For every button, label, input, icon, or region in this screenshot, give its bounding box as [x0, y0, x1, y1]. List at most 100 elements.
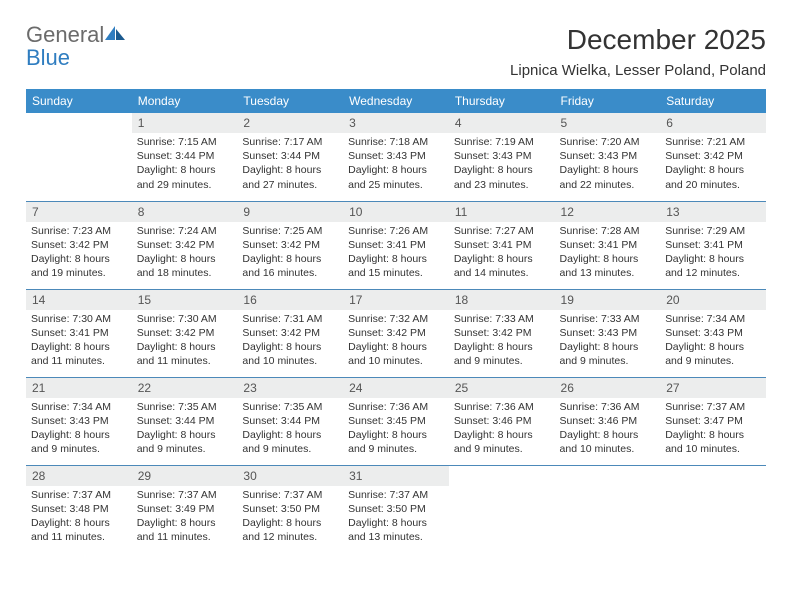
day-details: Sunrise: 7:37 AMSunset: 3:48 PMDaylight:…	[26, 486, 132, 549]
calendar-day-cell: 15Sunrise: 7:30 AMSunset: 3:42 PMDayligh…	[132, 289, 238, 377]
sunset-text: Sunset: 3:42 PM	[242, 326, 338, 340]
daylight-line1: Daylight: 8 hours	[665, 428, 761, 442]
calendar-day-cell: 31Sunrise: 7:37 AMSunset: 3:50 PMDayligh…	[343, 465, 449, 553]
day-details: Sunrise: 7:25 AMSunset: 3:42 PMDaylight:…	[237, 222, 343, 285]
calendar-day-cell: 10Sunrise: 7:26 AMSunset: 3:41 PMDayligh…	[343, 201, 449, 289]
calendar-week-row: 14Sunrise: 7:30 AMSunset: 3:41 PMDayligh…	[26, 289, 766, 377]
daylight-line2: and 9 minutes.	[560, 354, 656, 368]
day-number: 23	[237, 378, 343, 398]
day-details: Sunrise: 7:31 AMSunset: 3:42 PMDaylight:…	[237, 310, 343, 373]
daylight-line2: and 11 minutes.	[31, 530, 127, 544]
daylight-line1: Daylight: 8 hours	[560, 163, 656, 177]
sunrise-text: Sunrise: 7:32 AM	[348, 312, 444, 326]
calendar-day-cell: 22Sunrise: 7:35 AMSunset: 3:44 PMDayligh…	[132, 377, 238, 465]
logo-sail-icon	[104, 24, 126, 42]
calendar-day-cell: 19Sunrise: 7:33 AMSunset: 3:43 PMDayligh…	[555, 289, 661, 377]
day-details: Sunrise: 7:34 AMSunset: 3:43 PMDaylight:…	[26, 398, 132, 461]
sunset-text: Sunset: 3:50 PM	[348, 502, 444, 516]
day-number: 9	[237, 202, 343, 222]
daylight-line1: Daylight: 8 hours	[348, 340, 444, 354]
day-details: Sunrise: 7:37 AMSunset: 3:49 PMDaylight:…	[132, 486, 238, 549]
day-details: Sunrise: 7:23 AMSunset: 3:42 PMDaylight:…	[26, 222, 132, 285]
logo-word-blue: Blue	[26, 45, 70, 70]
sunset-text: Sunset: 3:46 PM	[454, 414, 550, 428]
daylight-line1: Daylight: 8 hours	[454, 163, 550, 177]
day-number: 17	[343, 290, 449, 310]
day-details: Sunrise: 7:26 AMSunset: 3:41 PMDaylight:…	[343, 222, 449, 285]
daylight-line1: Daylight: 8 hours	[348, 163, 444, 177]
calendar-day-cell: 23Sunrise: 7:35 AMSunset: 3:44 PMDayligh…	[237, 377, 343, 465]
daylight-line1: Daylight: 8 hours	[348, 516, 444, 530]
daylight-line2: and 11 minutes.	[31, 354, 127, 368]
calendar-day-cell: 30Sunrise: 7:37 AMSunset: 3:50 PMDayligh…	[237, 465, 343, 553]
day-details: Sunrise: 7:30 AMSunset: 3:41 PMDaylight:…	[26, 310, 132, 373]
day-details: Sunrise: 7:33 AMSunset: 3:42 PMDaylight:…	[449, 310, 555, 373]
day-details: Sunrise: 7:36 AMSunset: 3:46 PMDaylight:…	[449, 398, 555, 461]
daylight-line1: Daylight: 8 hours	[560, 252, 656, 266]
day-number: 15	[132, 290, 238, 310]
sunset-text: Sunset: 3:43 PM	[560, 326, 656, 340]
logo-text: General Blue	[26, 24, 126, 70]
calendar-day-cell: 1Sunrise: 7:15 AMSunset: 3:44 PMDaylight…	[132, 113, 238, 201]
calendar-day-cell	[555, 465, 661, 553]
day-details: Sunrise: 7:28 AMSunset: 3:41 PMDaylight:…	[555, 222, 661, 285]
sunrise-text: Sunrise: 7:36 AM	[348, 400, 444, 414]
day-number: 24	[343, 378, 449, 398]
day-number: 27	[660, 378, 766, 398]
calendar-day-cell: 21Sunrise: 7:34 AMSunset: 3:43 PMDayligh…	[26, 377, 132, 465]
daylight-line1: Daylight: 8 hours	[31, 428, 127, 442]
calendar-day-cell: 4Sunrise: 7:19 AMSunset: 3:43 PMDaylight…	[449, 113, 555, 201]
daylight-line1: Daylight: 8 hours	[137, 340, 233, 354]
daylight-line2: and 20 minutes.	[665, 178, 761, 192]
daylight-line2: and 19 minutes.	[31, 266, 127, 280]
sunrise-text: Sunrise: 7:26 AM	[348, 224, 444, 238]
sunset-text: Sunset: 3:50 PM	[242, 502, 338, 516]
calendar-day-cell	[449, 465, 555, 553]
sunrise-text: Sunrise: 7:37 AM	[348, 488, 444, 502]
sunrise-text: Sunrise: 7:34 AM	[31, 400, 127, 414]
day-details: Sunrise: 7:30 AMSunset: 3:42 PMDaylight:…	[132, 310, 238, 373]
daylight-line2: and 11 minutes.	[137, 530, 233, 544]
sunset-text: Sunset: 3:41 PM	[31, 326, 127, 340]
weekday-header: Monday	[132, 89, 238, 113]
day-number: 2	[237, 113, 343, 133]
daylight-line2: and 25 minutes.	[348, 178, 444, 192]
calendar-day-cell: 8Sunrise: 7:24 AMSunset: 3:42 PMDaylight…	[132, 201, 238, 289]
calendar-day-cell: 9Sunrise: 7:25 AMSunset: 3:42 PMDaylight…	[237, 201, 343, 289]
daylight-line2: and 10 minutes.	[348, 354, 444, 368]
day-number: 14	[26, 290, 132, 310]
daylight-line1: Daylight: 8 hours	[137, 252, 233, 266]
daylight-line2: and 9 minutes.	[665, 354, 761, 368]
sunset-text: Sunset: 3:42 PM	[137, 326, 233, 340]
calendar-day-cell: 5Sunrise: 7:20 AMSunset: 3:43 PMDaylight…	[555, 113, 661, 201]
daylight-line2: and 13 minutes.	[348, 530, 444, 544]
weekday-header: Tuesday	[237, 89, 343, 113]
daylight-line1: Daylight: 8 hours	[31, 252, 127, 266]
daylight-line2: and 10 minutes.	[242, 354, 338, 368]
calendar-day-cell: 25Sunrise: 7:36 AMSunset: 3:46 PMDayligh…	[449, 377, 555, 465]
calendar-day-cell: 3Sunrise: 7:18 AMSunset: 3:43 PMDaylight…	[343, 113, 449, 201]
sunrise-text: Sunrise: 7:35 AM	[137, 400, 233, 414]
daylight-line2: and 9 minutes.	[137, 442, 233, 456]
day-number: 8	[132, 202, 238, 222]
sunset-text: Sunset: 3:42 PM	[665, 149, 761, 163]
sunset-text: Sunset: 3:44 PM	[137, 149, 233, 163]
calendar-day-cell: 16Sunrise: 7:31 AMSunset: 3:42 PMDayligh…	[237, 289, 343, 377]
day-details: Sunrise: 7:15 AMSunset: 3:44 PMDaylight:…	[132, 133, 238, 196]
sunrise-text: Sunrise: 7:30 AM	[31, 312, 127, 326]
day-details: Sunrise: 7:37 AMSunset: 3:50 PMDaylight:…	[237, 486, 343, 549]
daylight-line1: Daylight: 8 hours	[348, 252, 444, 266]
daylight-line1: Daylight: 8 hours	[665, 163, 761, 177]
daylight-line1: Daylight: 8 hours	[242, 428, 338, 442]
daylight-line2: and 9 minutes.	[31, 442, 127, 456]
sunrise-text: Sunrise: 7:20 AM	[560, 135, 656, 149]
calendar-day-cell	[26, 113, 132, 201]
daylight-line1: Daylight: 8 hours	[31, 516, 127, 530]
sunrise-text: Sunrise: 7:35 AM	[242, 400, 338, 414]
calendar-week-row: 21Sunrise: 7:34 AMSunset: 3:43 PMDayligh…	[26, 377, 766, 465]
weekday-header: Saturday	[660, 89, 766, 113]
sunset-text: Sunset: 3:42 PM	[348, 326, 444, 340]
daylight-line2: and 12 minutes.	[665, 266, 761, 280]
day-details: Sunrise: 7:17 AMSunset: 3:44 PMDaylight:…	[237, 133, 343, 196]
daylight-line1: Daylight: 8 hours	[454, 252, 550, 266]
